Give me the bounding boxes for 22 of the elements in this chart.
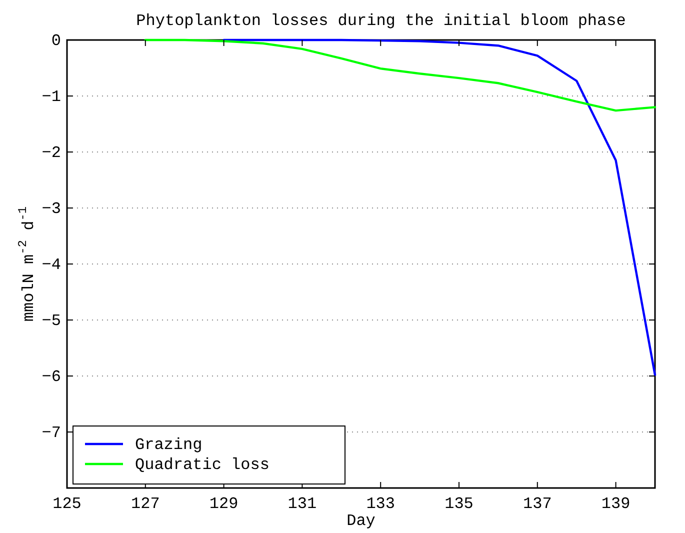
legend-label: Quadratic loss [135, 456, 270, 474]
x-tick-label: 127 [130, 495, 160, 513]
y-tick-label: −4 [42, 256, 61, 274]
legend-label: Grazing [135, 436, 202, 454]
y-tick-label: −3 [42, 200, 61, 218]
y-tick-label: 0 [51, 32, 61, 50]
x-tick-label: 135 [444, 495, 474, 513]
y-tick-label: −2 [42, 144, 61, 162]
y-tick-label: −1 [42, 88, 61, 106]
x-tick-label: 133 [366, 495, 396, 513]
line-series [222, 38, 656, 376]
y-tick-label: −5 [42, 312, 61, 330]
x-tick-label: 131 [288, 495, 317, 513]
line-series [144, 38, 656, 112]
x-tick-label: 129 [209, 495, 238, 513]
x-axis-title: Day [346, 512, 376, 530]
chart-title: Phytoplankton losses during the initial bloom phase [136, 12, 626, 30]
y-tick-label: −7 [42, 424, 61, 442]
y-tick-label: −6 [42, 368, 61, 386]
x-tick-label: 125 [52, 495, 82, 513]
x-tick-label: 139 [601, 495, 630, 513]
x-tick-label: 137 [522, 495, 552, 513]
